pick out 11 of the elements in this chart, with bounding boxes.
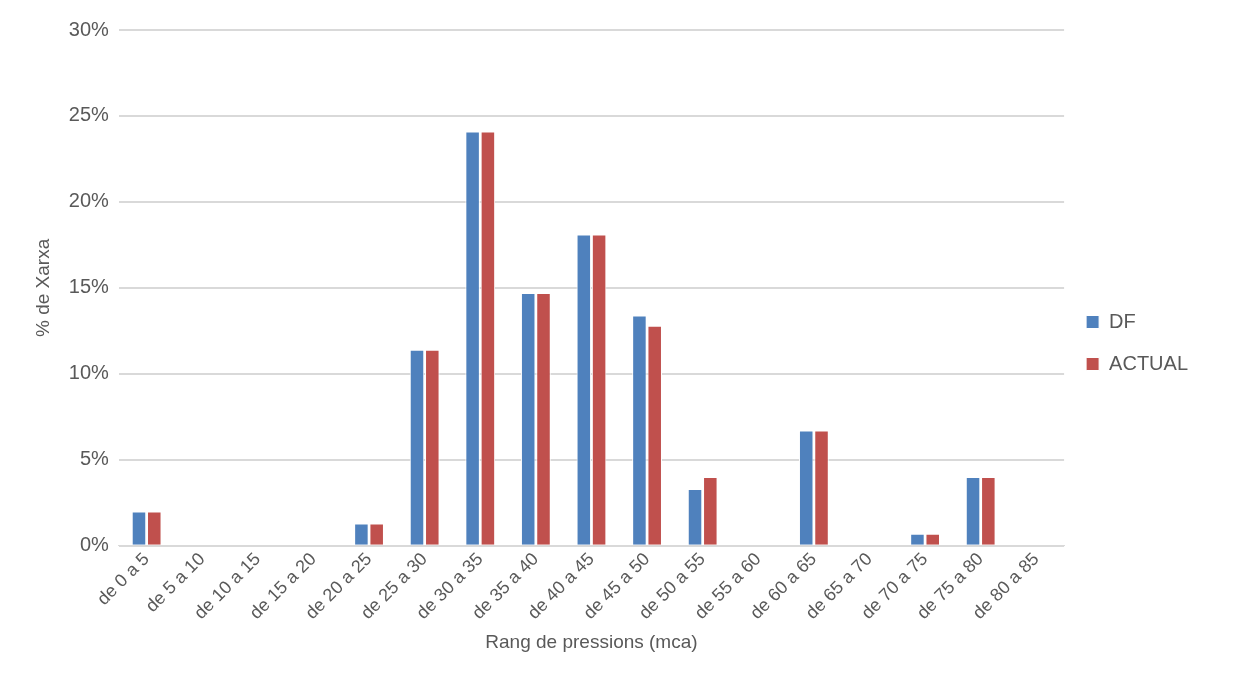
legend-label: ACTUAL	[1109, 351, 1188, 374]
y-tick-label: 20%	[68, 189, 110, 212]
y-tick-label: 30%	[68, 17, 110, 40]
y-tick-label: 5%	[79, 447, 110, 470]
y-tick-label: 10%	[68, 361, 110, 384]
y-tick-label: 15%	[68, 275, 110, 298]
y-tick-label: 0%	[79, 533, 110, 556]
y-axis-title: % de Xarxa	[31, 238, 53, 337]
y-tick-label: 25%	[68, 103, 110, 126]
x-axis-title: Rang de pressions (mca)	[485, 630, 698, 652]
legend-label: DF	[1109, 309, 1136, 332]
